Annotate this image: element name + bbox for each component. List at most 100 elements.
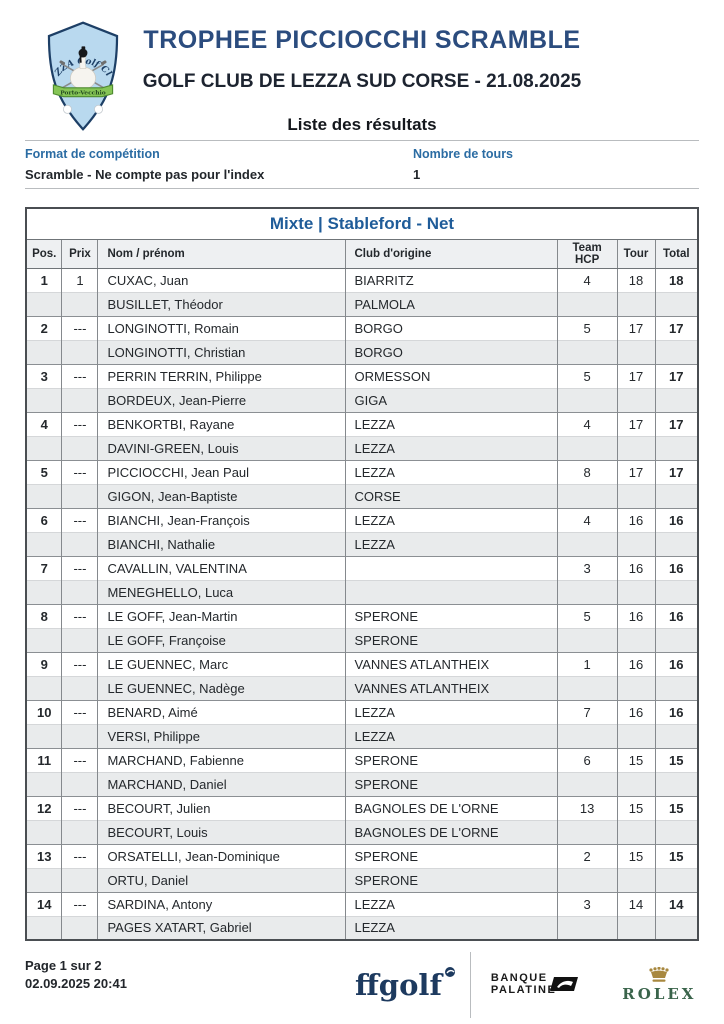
player-name-cell: LONGINOTTI, Christian [97,340,345,364]
player-name-cell: BENARD, Aimé [97,700,345,724]
tour-cell: 15 [616,748,655,772]
club-cell: LEZZA [344,508,558,532]
table-row: MENEGHELLO, Luca [26,580,698,604]
col-header-team-hcp: Team HCP [556,239,618,269]
total-cell: 18 [654,268,698,292]
team-hcp-cell [556,868,618,892]
prix-cell: --- [61,796,98,820]
player-name-cell: CUXAC, Juan [97,268,345,292]
player-name-cell: MENEGHELLO, Luca [97,580,345,604]
prix-cell: --- [61,604,98,628]
tour-cell [616,532,655,556]
page-subtitle: GOLF CLUB DE LEZZA SUD CORSE - 21.08.202… [142,71,582,92]
tour-cell [616,292,655,316]
tour-cell: 15 [616,796,655,820]
banque-logo-line1: BANQUE [490,972,548,985]
total-cell: 16 [654,652,698,676]
pos-cell: 14 [37,896,52,912]
total-cell [654,340,698,364]
pos-cell: 3 [40,368,48,384]
pos-cell: 11 [37,752,52,768]
table-row: BUSILLET, Théodor PALMOLA [26,292,698,316]
total-cell: 14 [654,892,698,916]
team-hcp-cell [556,388,618,412]
tour-cell [616,340,655,364]
pos-cell [26,580,62,604]
tour-cell: 18 [616,268,655,292]
pos-cell [26,676,62,700]
club-cell: LEZZA [344,412,558,436]
ribbon-banner [52,84,114,98]
prix-cell: --- [61,412,98,436]
club-cell: SPERONE [344,604,558,628]
team-hcp-cell [556,772,618,796]
prix-cell [61,628,98,652]
table-row: 2 --- LONGINOTTI, Romain BORGO 5 17 17 [26,316,698,340]
pos-cell [26,388,62,412]
golf-ball-left [63,104,72,114]
table-row: 8 --- LE GOFF, Jean-Martin SPERONE 5 16 16 [26,604,698,628]
club-logo-shield: LEZZA Golf Club Porto-Vecchio [46,16,119,131]
pos-cell [26,532,62,556]
player-name-cell: BIANCHI, Jean-François [97,508,345,532]
total-cell [654,820,698,844]
total-cell: 17 [654,316,698,340]
pos-cell [26,724,62,748]
total-cell: 15 [654,748,698,772]
club-cell: LEZZA [344,700,558,724]
club-cell: CORSE [344,484,558,508]
tour-cell [616,388,655,412]
col-header-total: Total [654,239,698,269]
team-hcp-cell: 8 [556,460,618,484]
team-hcp-cell: 1 [556,652,618,676]
club-cell: BAGNOLES DE L'ORNE [344,820,558,844]
page-title: TROPHEE PICCIOCCHI SCRAMBLE [143,26,581,54]
ribbon-banner-text: Porto-Vecchio [60,90,106,97]
team-hcp-cell: 13 [556,796,618,820]
team-hcp-cell [556,580,618,604]
team-hcp-cell: 7 [556,700,618,724]
table-row: LONGINOTTI, Christian BORGO [26,340,698,364]
table-row: LE GUENNEC, Nadège VANNES ATLANTHEIX [26,676,698,700]
table-row: PAGES XATART, Gabriel LEZZA [26,916,698,940]
club-cell: SPERONE [344,748,558,772]
total-cell [654,628,698,652]
col-header-prix: Prix [61,239,98,269]
prix-cell: 1 [61,268,98,292]
team-hcp-cell: 4 [556,412,618,436]
tour-cell [616,484,655,508]
table-row: DAVINI-GREEN, Louis LEZZA [26,436,698,460]
player-name-cell: ORSATELLI, Jean-Dominique [97,844,345,868]
tour-cell [616,724,655,748]
player-name-cell: ORTU, Daniel [97,868,345,892]
player-name-cell: BECOURT, Louis [97,820,345,844]
team-hcp-cell: 3 [556,892,618,916]
table-row: 7 --- CAVALLIN, VALENTINA 3 16 16 [26,556,698,580]
club-cell: VANNES ATLANTHEIX [344,652,558,676]
club-cell: SPERONE [344,628,558,652]
prix-cell [61,436,98,460]
section-title-row: Mixte | Stableford - Net [26,208,698,240]
team-hcp-cell [556,532,618,556]
pos-cell [26,916,62,940]
total-cell: 17 [654,412,698,436]
team-hcp-cell [556,676,618,700]
pos-cell [26,820,62,844]
tour-cell [616,580,655,604]
divider-info [25,188,699,189]
table-row: 14 --- SARDINA, Antony LEZZA 3 14 14 [26,892,698,916]
total-cell [654,436,698,460]
total-cell: 17 [654,364,698,388]
club-cell: BAGNOLES DE L'ORNE [344,796,558,820]
club-cell [344,556,558,580]
rolex-logo: ROLEX [622,967,696,1003]
pos-cell: 5 [40,464,48,480]
player-name-cell: GIGON, Jean-Baptiste [97,484,345,508]
team-hcp-cell [556,292,618,316]
club-cell: SPERONE [344,868,558,892]
team-hcp-cell: 6 [556,748,618,772]
player-name-cell: BENKORTBI, Rayane [97,412,345,436]
prix-cell [61,388,98,412]
prix-cell: --- [61,364,98,388]
